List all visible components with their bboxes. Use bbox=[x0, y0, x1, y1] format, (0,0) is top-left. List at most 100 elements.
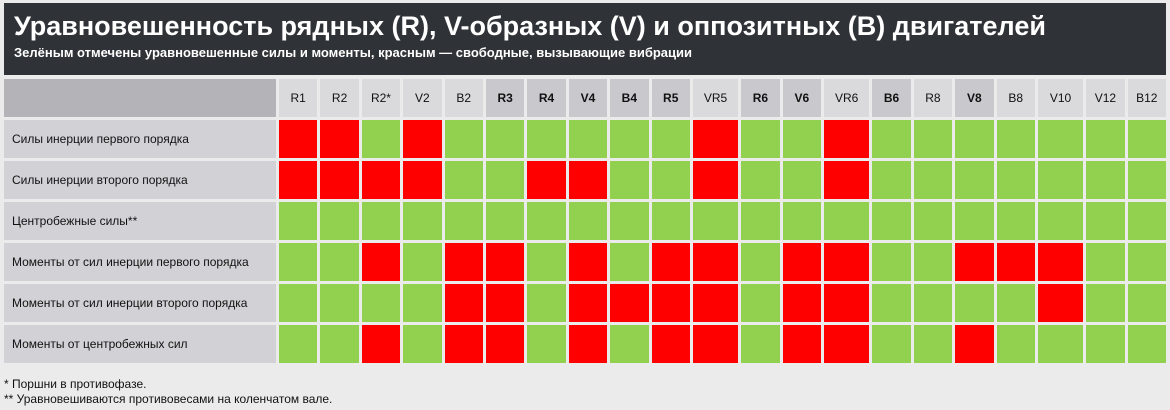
table: R1 R2 R2* V2 B2 R3 R4 V4 B4 R5 VR5 R6 V6 VR6 B6 R8 V8 B8 V… bbox=[4, 79, 1166, 369]
status-cell bbox=[1037, 325, 1084, 363]
status-cell bbox=[741, 243, 780, 281]
status-cell bbox=[361, 120, 401, 158]
status-cell bbox=[782, 202, 822, 240]
status-cell bbox=[1127, 120, 1166, 158]
status-cell bbox=[651, 243, 690, 281]
status-cell bbox=[996, 325, 1035, 363]
status-cell bbox=[1037, 243, 1084, 281]
status-cell bbox=[1127, 243, 1166, 281]
status-cell bbox=[444, 243, 483, 281]
status-cell bbox=[782, 161, 822, 199]
status-cell bbox=[1037, 202, 1084, 240]
column-header: R2* bbox=[361, 79, 401, 117]
status-cell bbox=[279, 120, 318, 158]
status-cell bbox=[320, 243, 359, 281]
status-cell bbox=[996, 120, 1035, 158]
status-cell bbox=[527, 325, 566, 363]
status-cell bbox=[485, 161, 525, 199]
status-cell bbox=[955, 325, 994, 363]
status-cell bbox=[485, 120, 525, 158]
status-cell bbox=[1086, 202, 1125, 240]
status-cell bbox=[824, 325, 870, 363]
column-header: V10 bbox=[1037, 79, 1084, 117]
status-cell bbox=[955, 161, 994, 199]
status-cell bbox=[824, 202, 870, 240]
column-header: V2 bbox=[403, 79, 442, 117]
status-cell bbox=[403, 325, 442, 363]
status-cell bbox=[782, 243, 822, 281]
status-cell bbox=[824, 243, 870, 281]
status-cell bbox=[741, 202, 780, 240]
status-cell bbox=[485, 202, 525, 240]
column-header: R5 bbox=[651, 79, 690, 117]
status-cell bbox=[692, 325, 739, 363]
status-cell bbox=[568, 120, 608, 158]
status-cell bbox=[610, 161, 649, 199]
status-cell bbox=[996, 161, 1035, 199]
status-cell bbox=[996, 284, 1035, 322]
banner: Уравновешенность рядных (R), V-образных … bbox=[4, 3, 1166, 75]
status-cell bbox=[872, 325, 911, 363]
status-cell bbox=[361, 243, 401, 281]
status-cell bbox=[320, 325, 359, 363]
status-cell bbox=[1127, 325, 1166, 363]
status-cell bbox=[403, 202, 442, 240]
footnote: * Поршни в противофазе. bbox=[4, 377, 147, 391]
status-cell bbox=[568, 202, 608, 240]
column-header: VR6 bbox=[824, 79, 870, 117]
status-cell bbox=[444, 325, 483, 363]
status-cell bbox=[279, 202, 318, 240]
status-cell bbox=[651, 120, 690, 158]
column-header: V6 bbox=[782, 79, 822, 117]
status-cell bbox=[361, 325, 401, 363]
status-cell bbox=[1127, 202, 1166, 240]
status-cell bbox=[692, 161, 739, 199]
status-cell bbox=[568, 325, 608, 363]
column-header: R3 bbox=[485, 79, 525, 117]
status-cell bbox=[955, 284, 994, 322]
status-cell bbox=[444, 120, 483, 158]
status-cell bbox=[485, 243, 525, 281]
status-cell bbox=[279, 325, 318, 363]
status-cell bbox=[872, 243, 911, 281]
status-cell bbox=[527, 120, 566, 158]
status-cell bbox=[651, 284, 690, 322]
status-cell bbox=[485, 325, 525, 363]
column-header: B2 bbox=[444, 79, 483, 117]
column-header: V4 bbox=[568, 79, 608, 117]
status-cell bbox=[824, 284, 870, 322]
status-cell bbox=[692, 284, 739, 322]
status-cell bbox=[651, 325, 690, 363]
status-cell bbox=[444, 161, 483, 199]
column-header: V8 bbox=[955, 79, 994, 117]
status-cell bbox=[955, 202, 994, 240]
status-cell bbox=[403, 120, 442, 158]
column-header: V12 bbox=[1086, 79, 1125, 117]
status-cell bbox=[824, 161, 870, 199]
status-cell bbox=[913, 161, 953, 199]
status-cell bbox=[403, 284, 442, 322]
status-cell bbox=[444, 284, 483, 322]
row-label: Моменты от сил инерции первого порядка bbox=[4, 243, 276, 281]
column-header: VR5 bbox=[692, 79, 739, 117]
corner-cell bbox=[4, 79, 276, 117]
status-cell bbox=[527, 284, 566, 322]
status-cell bbox=[320, 161, 359, 199]
status-cell bbox=[872, 120, 911, 158]
row-label: Силы инерции первого порядка bbox=[4, 120, 276, 158]
status-cell bbox=[1086, 243, 1125, 281]
column-header: R2 bbox=[320, 79, 359, 117]
status-cell bbox=[1086, 120, 1125, 158]
column-header: R4 bbox=[527, 79, 566, 117]
status-cell bbox=[610, 325, 649, 363]
status-cell bbox=[741, 120, 780, 158]
status-cell bbox=[692, 243, 739, 281]
status-cell bbox=[320, 120, 359, 158]
status-cell bbox=[568, 243, 608, 281]
status-cell bbox=[279, 284, 318, 322]
status-cell bbox=[872, 284, 911, 322]
row-label: Моменты от сил инерции второго порядка bbox=[4, 284, 276, 322]
status-cell bbox=[1127, 284, 1166, 322]
status-cell bbox=[403, 243, 442, 281]
